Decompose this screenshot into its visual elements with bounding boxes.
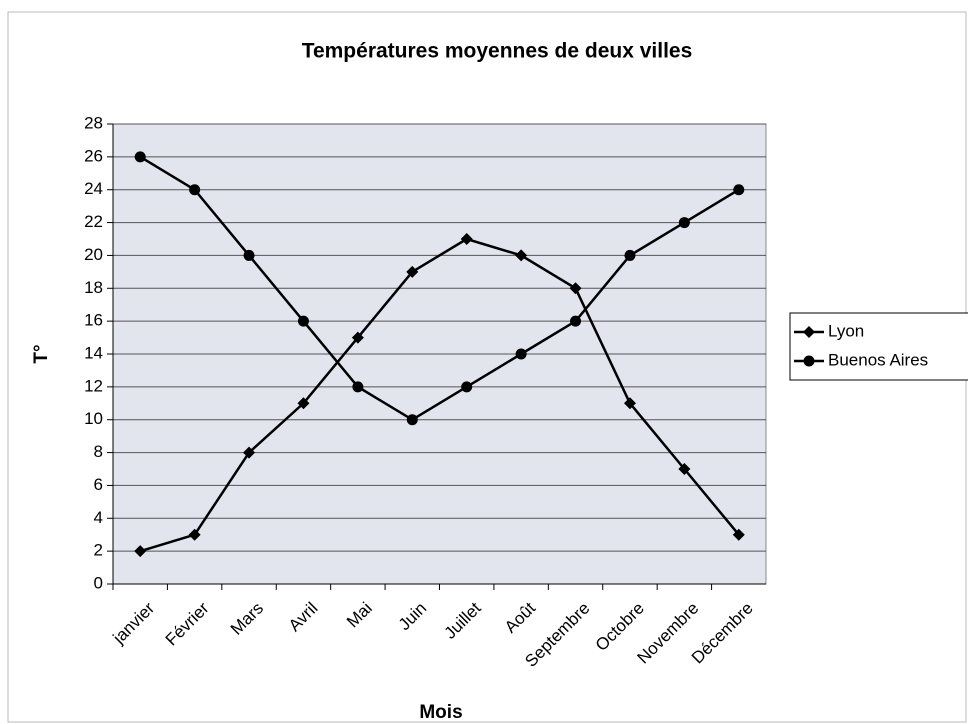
y-tick-label: 10 [84,409,103,428]
y-tick-label: 12 [84,376,103,395]
marker [515,348,527,360]
marker [624,249,636,261]
series-line [139,237,740,553]
y-tick-label: 20 [84,245,103,264]
marker [569,282,582,295]
marker [351,331,364,344]
marker [460,233,473,245]
y-tick-label: 4 [94,508,103,527]
marker [297,315,309,327]
marker [406,265,419,278]
y-tick-label: 18 [84,278,103,297]
y-axis-label: T° [31,344,52,363]
y-tick-label: 16 [84,311,103,330]
marker [803,326,815,338]
marker [188,528,201,541]
marker [570,315,582,327]
y-tick-label: 14 [84,343,103,362]
series-line [139,155,740,422]
y-tick-label: 0 [94,573,103,592]
y-tick-label: 8 [94,442,103,461]
marker [243,446,256,459]
y-tick-label: 22 [84,212,103,231]
y-tick-label: 2 [94,541,103,560]
marker [623,397,636,410]
marker [189,184,201,196]
y-tick-label: 6 [94,475,103,494]
chart-title: Températures moyennes de deux villes [302,40,693,63]
marker [515,249,528,262]
legend-box [789,312,968,381]
x-axis-label: Mois [419,702,462,723]
y-tick-label: 26 [84,146,103,165]
marker [803,355,815,367]
marker [406,414,418,426]
marker [733,184,745,196]
marker [134,151,146,163]
marker [297,397,310,410]
marker [243,249,255,261]
y-tick-label: 28 [84,113,103,132]
legend-label: Lyon [828,321,864,340]
marker [134,545,147,558]
legend-label: Buenos Aires [828,350,928,369]
marker [678,463,691,475]
marker [678,217,690,229]
marker [732,528,745,541]
marker [461,381,473,393]
y-tick-label: 24 [84,179,103,198]
marker [352,381,364,393]
